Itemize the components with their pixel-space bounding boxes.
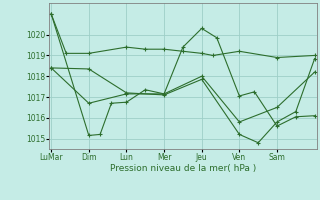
X-axis label: Pression niveau de la mer( hPa ): Pression niveau de la mer( hPa ) (110, 164, 256, 173)
